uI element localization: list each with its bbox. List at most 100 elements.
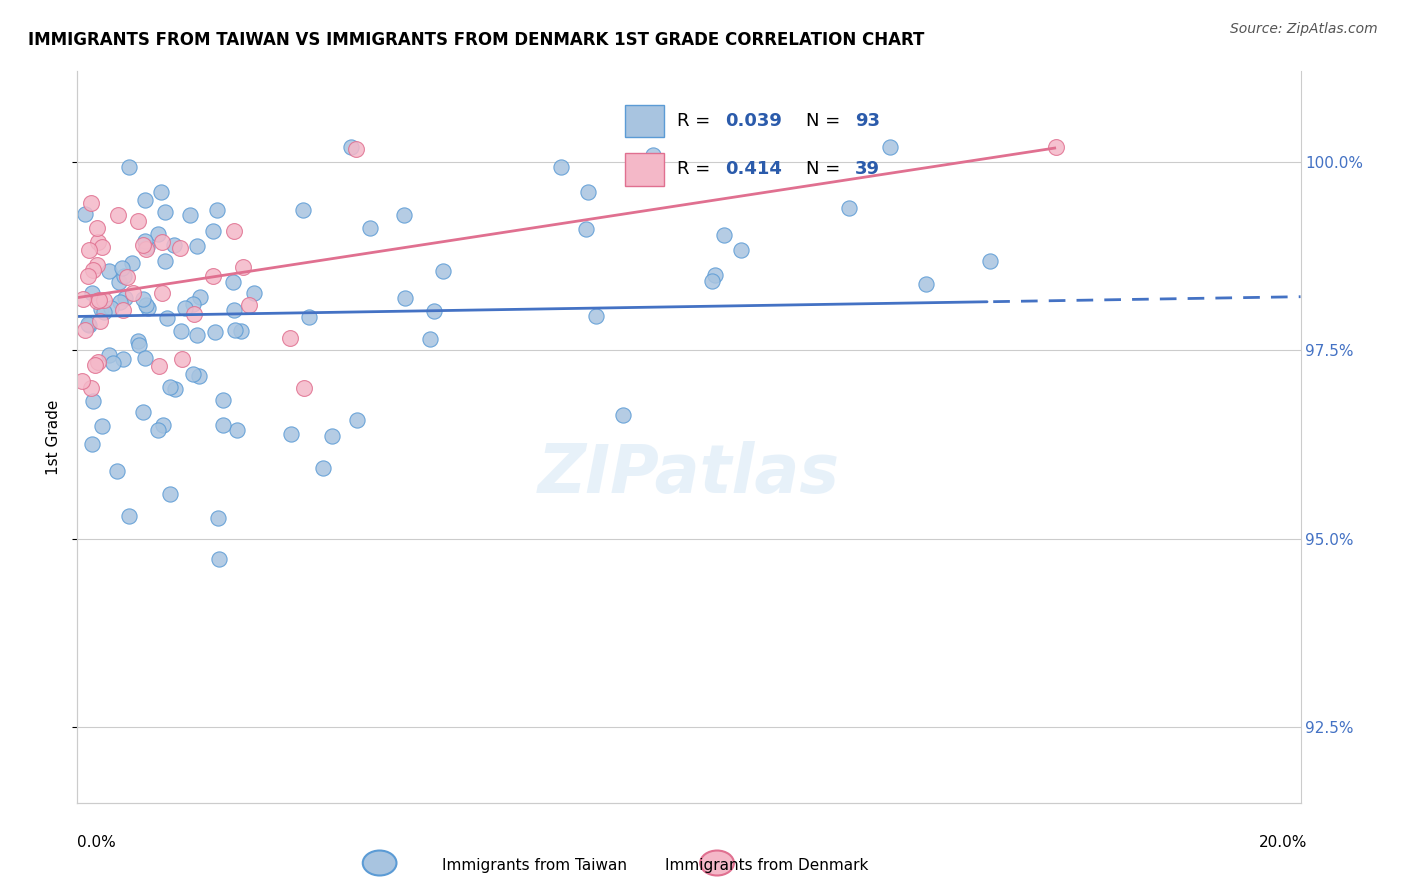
Immigrants from Denmark <box>121 285 143 300</box>
Immigrants from Taiwan <box>82 394 104 409</box>
Immigrants from Taiwan <box>181 297 204 311</box>
Text: ZIPatlas: ZIPatlas <box>538 441 839 507</box>
Immigrants from Denmark <box>73 323 96 337</box>
Immigrants from Taiwan <box>153 205 176 219</box>
Immigrants from Denmark <box>150 235 173 249</box>
Immigrants from Taiwan <box>190 290 212 304</box>
Immigrants from Taiwan <box>134 234 156 248</box>
Immigrants from Denmark <box>1045 140 1067 154</box>
Immigrants from Taiwan <box>394 291 416 305</box>
Immigrants from Taiwan <box>186 328 208 343</box>
Immigrants from Denmark <box>70 374 93 388</box>
Immigrants from Denmark <box>87 354 110 368</box>
Immigrants from Taiwan <box>128 338 150 352</box>
Immigrants from Taiwan <box>205 202 228 217</box>
Immigrants from Denmark <box>93 293 115 307</box>
Immigrants from Taiwan <box>118 508 141 523</box>
Immigrants from Denmark <box>80 381 103 395</box>
Immigrants from Denmark <box>80 195 103 210</box>
Immigrants from Denmark <box>107 208 129 222</box>
Immigrants from Taiwan <box>222 275 245 289</box>
Immigrants from Denmark <box>89 293 111 308</box>
Immigrants from Taiwan <box>127 334 149 349</box>
Immigrants from Taiwan <box>312 460 335 475</box>
Immigrants from Denmark <box>232 260 254 274</box>
Immigrants from Denmark <box>135 242 157 256</box>
Immigrants from Taiwan <box>612 408 634 422</box>
Immigrants from Taiwan <box>243 286 266 301</box>
Immigrants from Taiwan <box>179 209 201 223</box>
Immigrants from Taiwan <box>93 305 115 319</box>
Immigrants from Taiwan <box>111 261 134 276</box>
Circle shape <box>363 851 396 876</box>
Immigrants from Taiwan <box>108 294 131 309</box>
Immigrants from Denmark <box>111 302 134 317</box>
Immigrants from Taiwan <box>186 239 208 253</box>
Immigrants from Taiwan <box>419 332 441 346</box>
Immigrants from Taiwan <box>98 264 121 278</box>
Text: Immigrants from Denmark: Immigrants from Denmark <box>665 858 868 872</box>
Immigrants from Taiwan <box>340 140 363 154</box>
Immigrants from Taiwan <box>112 351 135 366</box>
Immigrants from Denmark <box>89 314 111 328</box>
Immigrants from Taiwan <box>550 160 572 174</box>
Immigrants from Taiwan <box>91 419 114 434</box>
Immigrants from Taiwan <box>212 393 235 408</box>
Immigrants from Taiwan <box>156 311 179 326</box>
Immigrants from Taiwan <box>153 254 176 268</box>
Immigrants from Taiwan <box>207 552 229 566</box>
Immigrants from Taiwan <box>423 303 446 318</box>
Text: R =: R = <box>676 161 716 178</box>
Immigrants from Taiwan <box>204 325 226 339</box>
Immigrants from Taiwan <box>136 301 159 315</box>
Immigrants from Denmark <box>76 268 98 283</box>
Immigrants from Denmark <box>83 358 105 372</box>
Immigrants from Taiwan <box>101 356 124 370</box>
Immigrants from Taiwan <box>159 379 181 393</box>
Immigrants from Taiwan <box>118 160 141 174</box>
Immigrants from Taiwan <box>207 511 229 525</box>
Immigrants from Taiwan <box>292 203 315 218</box>
Immigrants from Denmark <box>86 221 108 235</box>
Immigrants from Taiwan <box>134 351 156 365</box>
Immigrants from Taiwan <box>915 277 938 291</box>
Immigrants from Taiwan <box>879 140 901 154</box>
Immigrants from Taiwan <box>165 382 187 396</box>
Immigrants from Taiwan <box>107 275 129 289</box>
Immigrants from Denmark <box>169 241 191 255</box>
Circle shape <box>700 851 734 876</box>
Text: 0.414: 0.414 <box>725 161 782 178</box>
Immigrants from Taiwan <box>713 227 735 242</box>
Immigrants from Taiwan <box>77 317 100 331</box>
Immigrants from Taiwan <box>132 405 155 419</box>
Immigrants from Taiwan <box>100 301 122 316</box>
Immigrants from Denmark <box>148 359 170 373</box>
Immigrants from Taiwan <box>163 238 186 252</box>
Immigrants from Taiwan <box>90 301 112 316</box>
Immigrants from Denmark <box>344 142 367 156</box>
Text: 39: 39 <box>855 161 880 178</box>
Immigrants from Taiwan <box>149 185 172 199</box>
Immigrants from Taiwan <box>146 227 169 242</box>
Text: IMMIGRANTS FROM TAIWAN VS IMMIGRANTS FROM DENMARK 1ST GRADE CORRELATION CHART: IMMIGRANTS FROM TAIWAN VS IMMIGRANTS FRO… <box>28 31 925 49</box>
Immigrants from Taiwan <box>838 202 860 216</box>
Immigrants from Taiwan <box>73 207 96 221</box>
Immigrants from Taiwan <box>183 367 205 381</box>
Immigrants from Taiwan <box>231 324 253 338</box>
Immigrants from Taiwan <box>298 310 321 325</box>
Immigrants from Taiwan <box>730 244 752 258</box>
Immigrants from Taiwan <box>121 256 143 270</box>
Text: 20.0%: 20.0% <box>1260 836 1308 850</box>
Immigrants from Taiwan <box>201 224 224 238</box>
Immigrants from Taiwan <box>188 369 211 384</box>
Immigrants from Taiwan <box>152 417 174 432</box>
Immigrants from Denmark <box>115 270 138 285</box>
Immigrants from Taiwan <box>226 423 249 437</box>
Immigrants from Denmark <box>292 381 315 395</box>
Text: 93: 93 <box>855 112 880 130</box>
Immigrants from Denmark <box>132 238 155 252</box>
Immigrants from Taiwan <box>704 268 727 282</box>
Immigrants from Taiwan <box>82 286 104 301</box>
Immigrants from Denmark <box>87 235 110 250</box>
Immigrants from Taiwan <box>132 292 155 306</box>
